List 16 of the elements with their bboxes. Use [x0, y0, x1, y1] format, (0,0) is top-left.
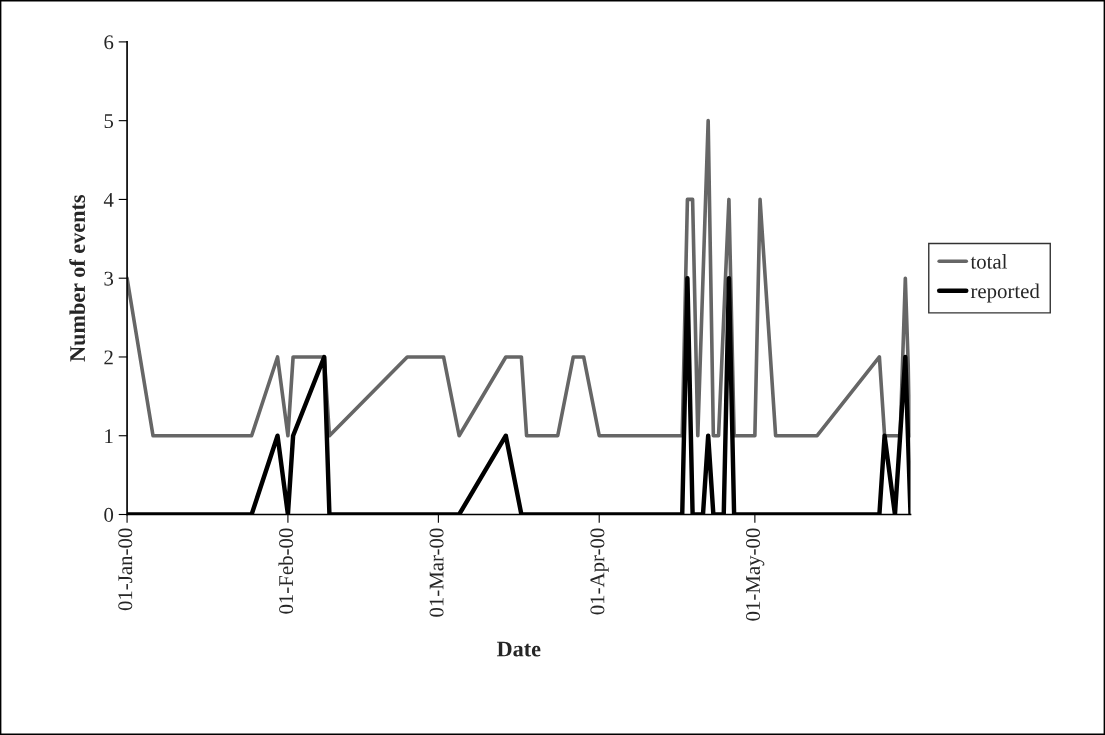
x-tick-label: 01-Mar-00 [429, 528, 444, 617]
y-tick-label: 4 [103, 192, 114, 207]
y-tick-label: 0 [104, 507, 114, 522]
x-axis-title: Date [496, 641, 541, 657]
y-tick-label: 5 [104, 114, 114, 129]
x-tick-label: 01-Jan-00 [118, 528, 133, 611]
x-tick-label: 01-Apr-00 [590, 528, 609, 615]
legend-label: total [970, 254, 1008, 269]
x-tick-label: 01-Feb-00 [278, 528, 294, 614]
legend-label: reported [970, 283, 1040, 303]
y-tick-label: 6 [104, 35, 114, 50]
y-axis-title: Number of events [69, 195, 86, 362]
y-tick-label: 2 [104, 350, 113, 365]
y-tick-label: 3 [104, 271, 114, 286]
y-tick-label: 1 [105, 429, 113, 443]
x-tick-label: 01-May-00 [745, 528, 765, 621]
